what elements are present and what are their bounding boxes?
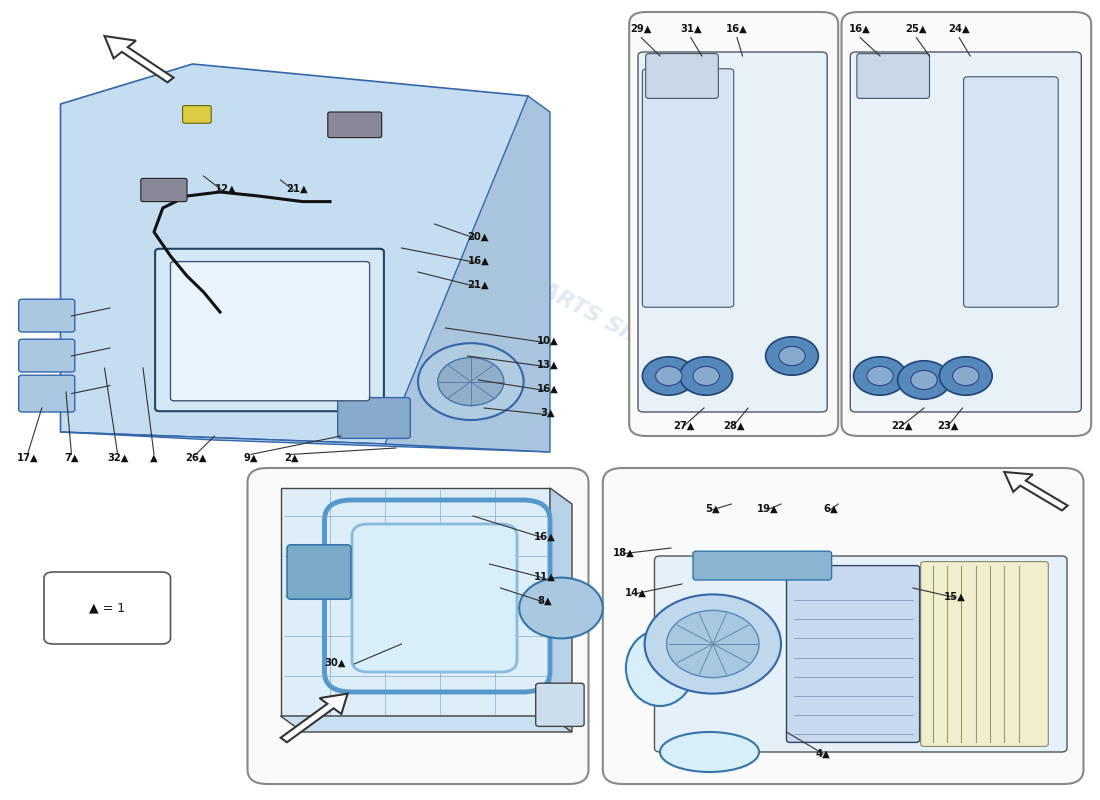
Text: ▲: ▲ [150, 453, 158, 462]
FancyBboxPatch shape [19, 299, 75, 332]
FancyBboxPatch shape [155, 249, 384, 411]
Text: 21▲: 21▲ [468, 279, 490, 290]
FancyArrow shape [104, 36, 174, 82]
Polygon shape [60, 64, 528, 444]
Text: 31▲: 31▲ [680, 23, 702, 34]
FancyBboxPatch shape [786, 566, 920, 742]
FancyBboxPatch shape [646, 54, 718, 98]
Text: 21▲: 21▲ [286, 184, 308, 194]
FancyBboxPatch shape [248, 468, 588, 784]
Text: 20▲: 20▲ [468, 232, 490, 242]
Text: ▲ = 1: ▲ = 1 [89, 602, 125, 614]
Text: 12▲: 12▲ [214, 184, 236, 194]
Text: 28▲: 28▲ [723, 421, 745, 430]
Text: 6▲: 6▲ [823, 504, 838, 514]
Circle shape [693, 366, 719, 386]
Circle shape [519, 578, 603, 638]
Text: 26▲: 26▲ [185, 453, 207, 462]
FancyBboxPatch shape [850, 52, 1081, 412]
Circle shape [418, 343, 524, 420]
Polygon shape [280, 716, 572, 732]
Text: 13▲: 13▲ [537, 359, 559, 370]
Text: 16▲: 16▲ [468, 256, 490, 266]
Text: 7▲: 7▲ [64, 453, 79, 462]
Text: 16▲: 16▲ [849, 23, 871, 34]
FancyBboxPatch shape [44, 572, 170, 644]
Text: 11▲: 11▲ [534, 571, 556, 582]
FancyBboxPatch shape [183, 106, 211, 123]
FancyBboxPatch shape [536, 683, 584, 726]
Polygon shape [385, 96, 550, 452]
Text: 5▲: 5▲ [705, 504, 720, 514]
FancyBboxPatch shape [842, 12, 1091, 436]
FancyBboxPatch shape [170, 262, 370, 401]
Text: 2▲: 2▲ [284, 453, 299, 462]
FancyBboxPatch shape [857, 54, 929, 98]
Circle shape [680, 357, 733, 395]
Text: 32▲: 32▲ [107, 453, 129, 462]
Circle shape [656, 366, 682, 386]
Circle shape [898, 361, 950, 399]
Text: 18▲: 18▲ [613, 547, 635, 558]
Text: 25▲: 25▲ [905, 23, 927, 34]
FancyBboxPatch shape [654, 556, 1067, 752]
Circle shape [911, 370, 937, 390]
FancyBboxPatch shape [328, 112, 382, 138]
Circle shape [766, 337, 818, 375]
Ellipse shape [660, 732, 759, 772]
Text: 29▲: 29▲ [630, 23, 652, 34]
Text: 14▲: 14▲ [625, 587, 647, 598]
FancyBboxPatch shape [19, 375, 75, 412]
Text: 24▲: 24▲ [948, 23, 970, 34]
Text: 8▲: 8▲ [537, 595, 552, 606]
Polygon shape [280, 488, 550, 716]
Text: 16▲: 16▲ [537, 384, 559, 394]
FancyBboxPatch shape [693, 551, 832, 580]
Text: 23▲: 23▲ [937, 421, 959, 430]
FancyBboxPatch shape [603, 468, 1084, 784]
Text: 16▲: 16▲ [726, 23, 748, 34]
FancyBboxPatch shape [338, 398, 410, 438]
FancyBboxPatch shape [19, 339, 75, 372]
FancyBboxPatch shape [921, 562, 1048, 746]
Text: 4▲: 4▲ [815, 749, 830, 758]
FancyBboxPatch shape [629, 12, 838, 436]
Circle shape [642, 357, 695, 395]
Circle shape [854, 357, 906, 395]
Text: 10▲: 10▲ [537, 336, 559, 346]
Text: 22▲: 22▲ [891, 421, 913, 430]
Polygon shape [60, 432, 550, 452]
FancyBboxPatch shape [141, 178, 187, 202]
FancyBboxPatch shape [287, 545, 351, 599]
Polygon shape [550, 488, 572, 732]
Text: 27▲: 27▲ [673, 421, 695, 430]
FancyArrow shape [280, 694, 348, 742]
Text: EURO CAR PARTS SINCE 1999: EURO CAR PARTS SINCE 1999 [406, 209, 738, 399]
FancyBboxPatch shape [964, 77, 1058, 307]
Circle shape [645, 594, 781, 694]
FancyBboxPatch shape [352, 524, 517, 672]
Text: 15▲: 15▲ [944, 592, 966, 602]
Circle shape [438, 358, 504, 406]
Text: 9▲: 9▲ [243, 453, 258, 462]
Text: 19▲: 19▲ [757, 504, 779, 514]
Circle shape [867, 366, 893, 386]
Circle shape [667, 610, 759, 678]
Circle shape [953, 366, 979, 386]
FancyBboxPatch shape [642, 69, 734, 307]
Text: 30▲: 30▲ [324, 658, 346, 668]
Text: 16▲: 16▲ [534, 531, 556, 542]
Ellipse shape [626, 630, 694, 706]
Circle shape [779, 346, 805, 366]
Text: 3▲: 3▲ [540, 408, 556, 418]
Text: 17▲: 17▲ [16, 453, 38, 462]
FancyBboxPatch shape [638, 52, 827, 412]
FancyArrow shape [1004, 472, 1068, 510]
Circle shape [939, 357, 992, 395]
